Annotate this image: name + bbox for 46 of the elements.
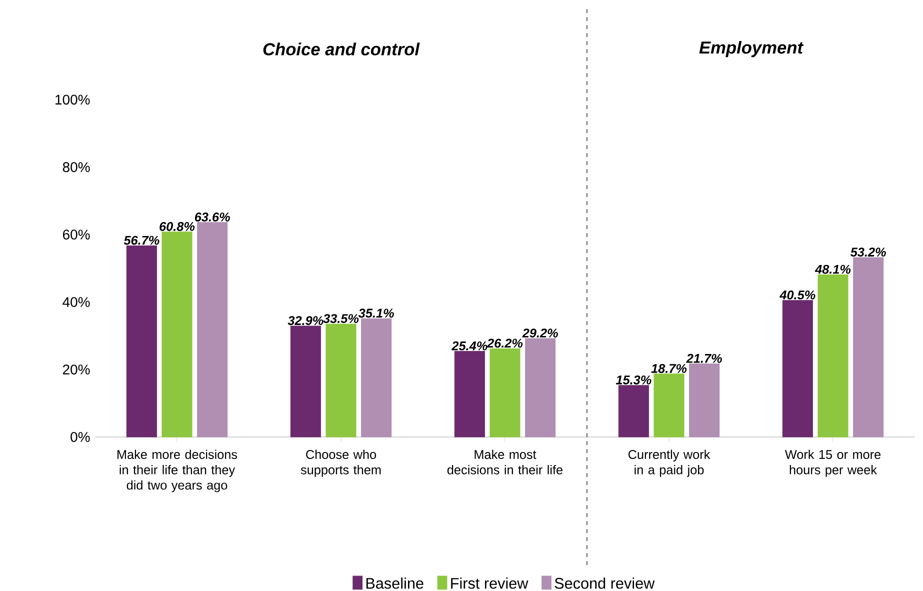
bar bbox=[454, 351, 485, 438]
data-label: 32.9% bbox=[288, 316, 324, 326]
bar bbox=[361, 318, 392, 438]
text: Employment bbox=[699, 40, 804, 58]
data-label: 21.7% bbox=[686, 354, 722, 363]
bar bbox=[689, 364, 720, 438]
data-label: 29.2% bbox=[522, 328, 558, 338]
y-tick-label: 40% bbox=[62, 297, 90, 308]
legend-label: First review bbox=[451, 578, 528, 589]
bar bbox=[525, 338, 556, 438]
bar bbox=[782, 300, 813, 438]
y-tick-label: 0% bbox=[70, 432, 90, 442]
data-label: 35.1% bbox=[358, 308, 394, 318]
data-label: 25.4% bbox=[452, 341, 488, 350]
bar bbox=[654, 374, 684, 438]
data-label: 15.3% bbox=[616, 375, 652, 384]
data-label: 18.7% bbox=[651, 364, 687, 373]
x-tick-label: Choose who supports them bbox=[300, 450, 381, 477]
y-tick-label: 60% bbox=[62, 230, 90, 240]
data-label: 56.7% bbox=[124, 236, 160, 245]
x-tick-label: Currently work in a paid job bbox=[628, 450, 710, 477]
bar bbox=[126, 245, 157, 438]
bar bbox=[618, 385, 649, 438]
data-label: 33.5% bbox=[323, 314, 359, 324]
y-tick-label: 100% bbox=[56, 94, 90, 105]
x-tick-label: Make more decisions in their life than they did two years ago bbox=[118, 450, 238, 492]
x-tick-label: Make most decisions in their life bbox=[447, 450, 562, 474]
bar bbox=[818, 274, 848, 438]
bar bbox=[162, 232, 192, 438]
bar bbox=[853, 257, 884, 438]
y-tick-label: 80% bbox=[62, 162, 90, 172]
legend-label: Baseline bbox=[366, 578, 424, 589]
bar bbox=[326, 324, 356, 438]
data-label: 53.2% bbox=[850, 248, 886, 257]
data-label: 40.5% bbox=[780, 290, 816, 300]
data-label: 26.2% bbox=[486, 338, 523, 348]
y-tick-label: 20% bbox=[62, 364, 90, 374]
bar bbox=[197, 222, 228, 438]
data-label: 60.8% bbox=[160, 222, 195, 231]
legend-label: Second review bbox=[554, 578, 655, 589]
text: Choice and control bbox=[263, 42, 420, 56]
bar bbox=[490, 348, 520, 438]
bar bbox=[290, 326, 321, 438]
data-label: 63.6% bbox=[194, 212, 230, 222]
data-label: 48.1% bbox=[814, 264, 851, 274]
x-tick-label: Work 15 or more hours per week bbox=[784, 450, 881, 477]
